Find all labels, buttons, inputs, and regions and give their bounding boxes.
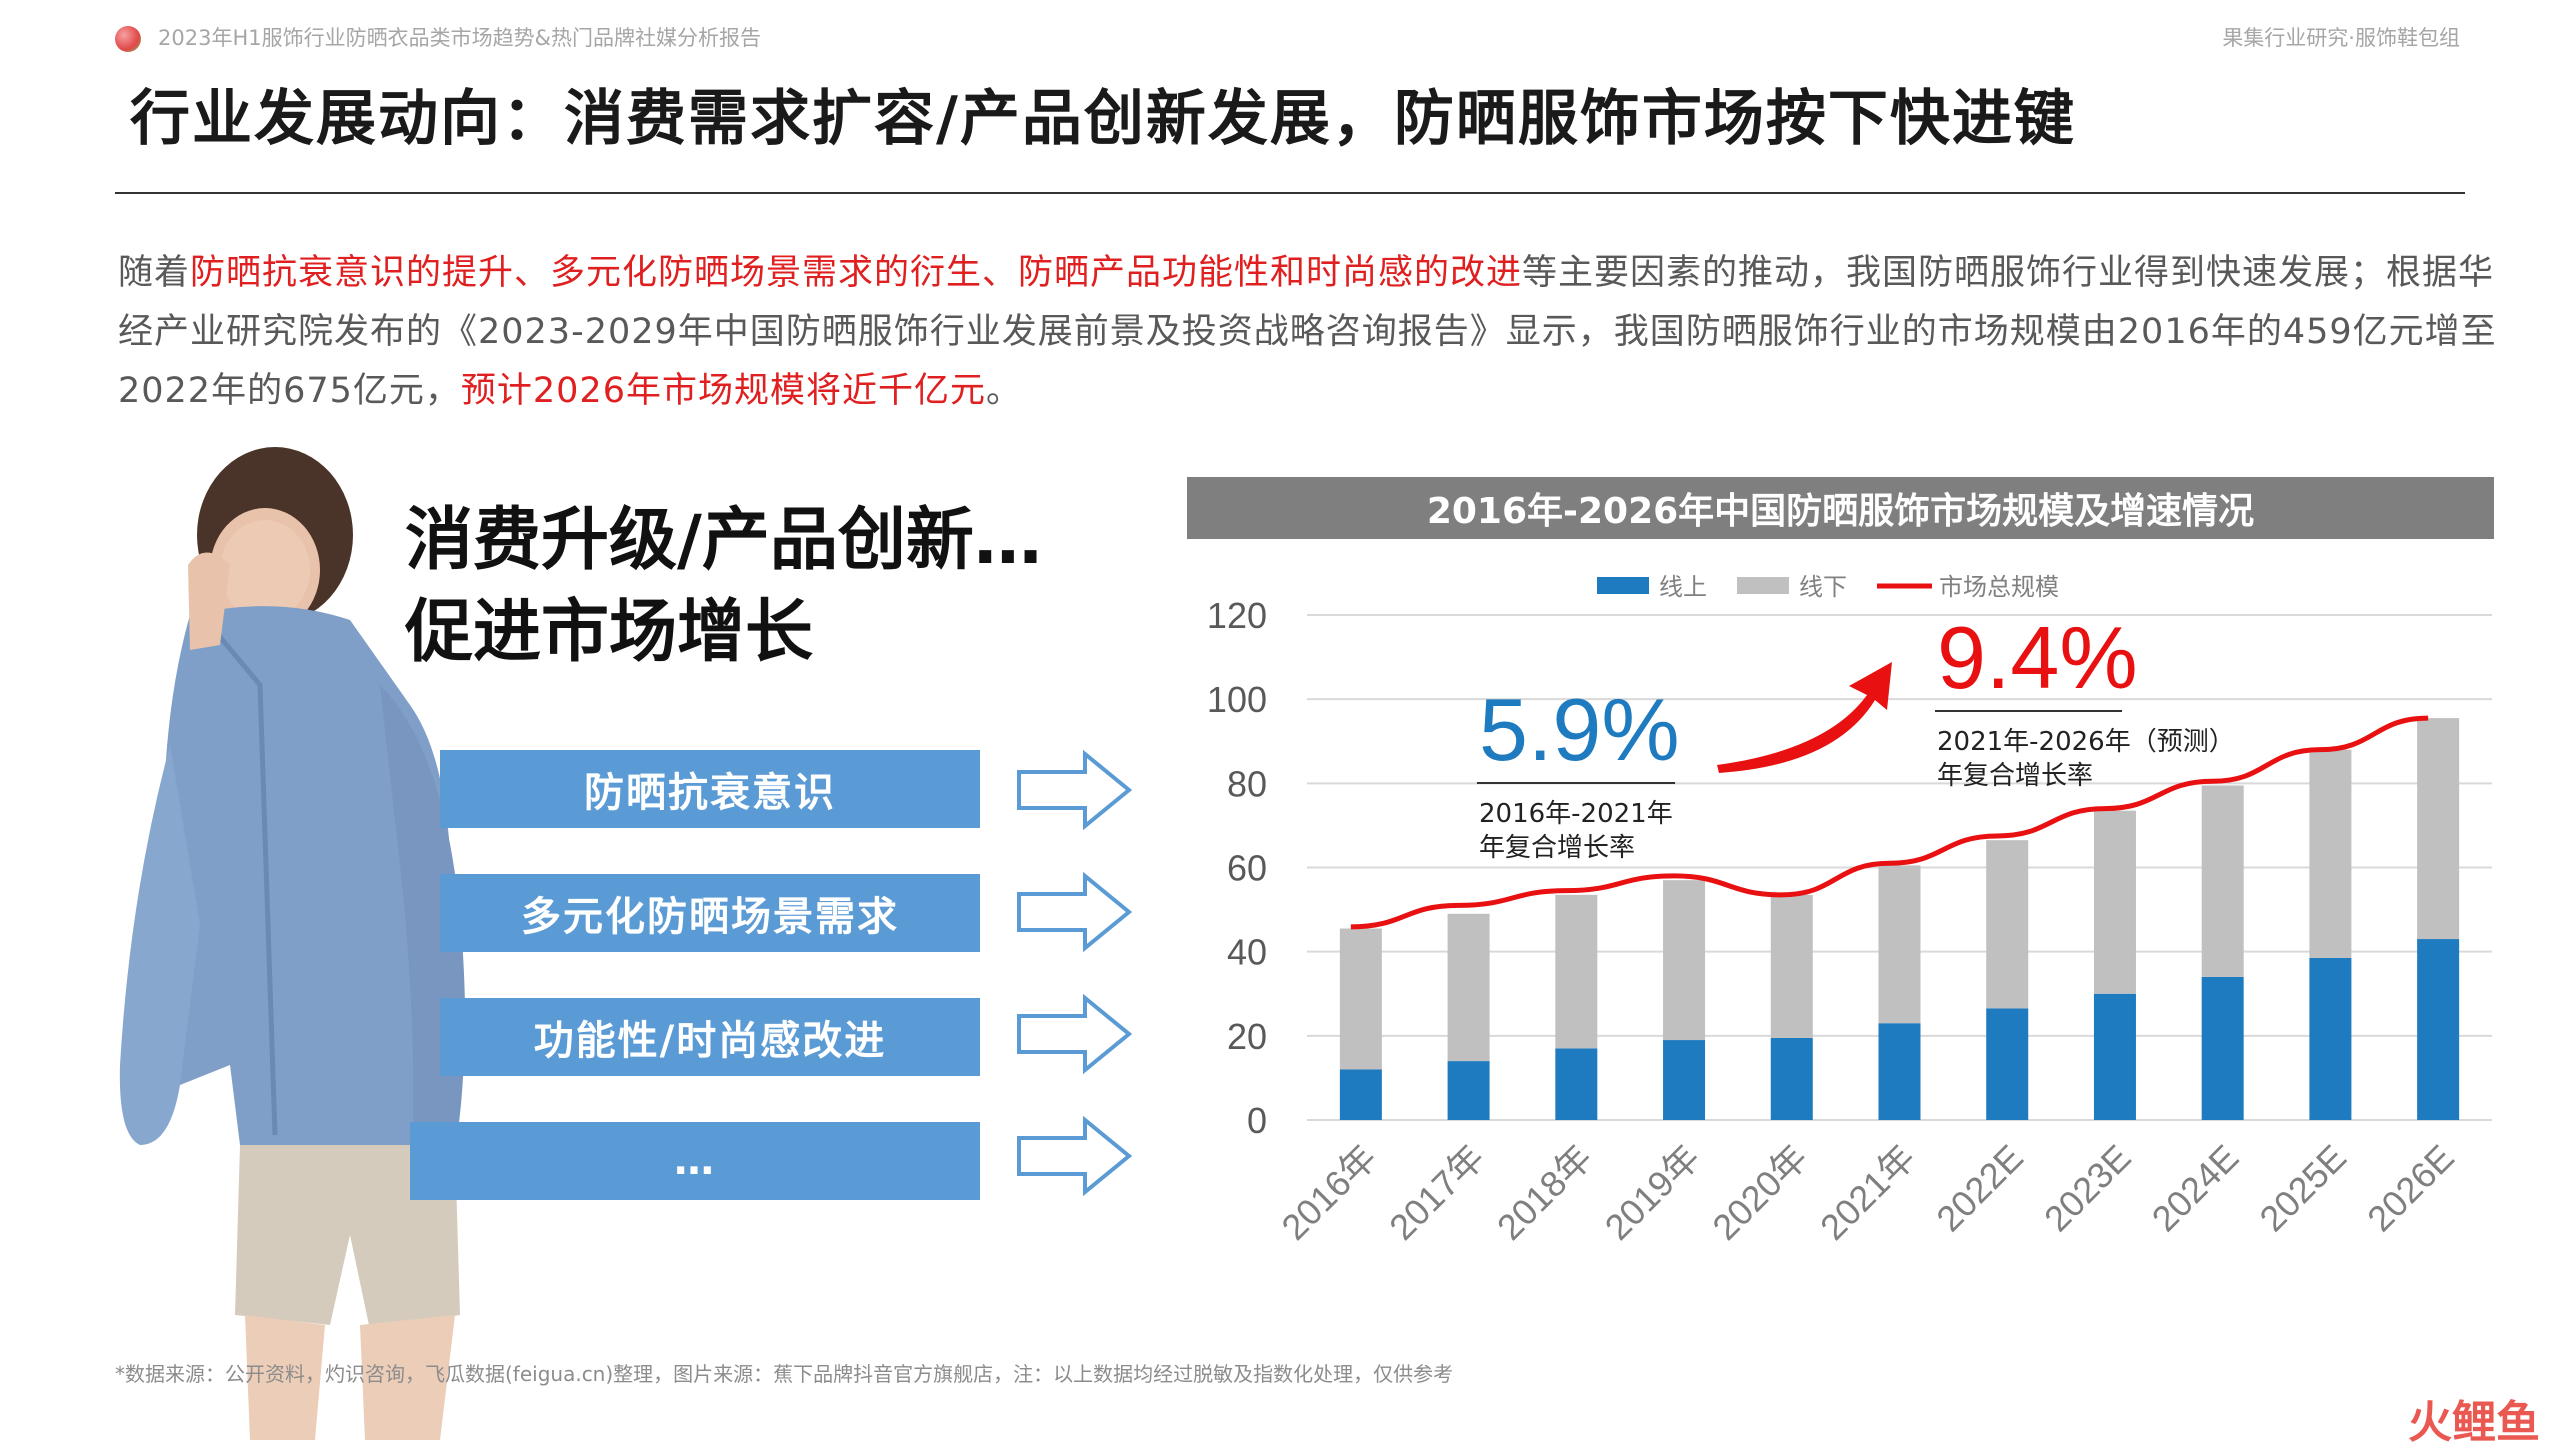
legend-swatch [1737,577,1789,594]
bar-offline [1555,894,1598,1049]
bar-offline [1663,880,1706,1041]
x-tick-label: 2026E [2359,1137,2462,1240]
y-tick-label: 120 [1207,595,1267,636]
cagr-label-line: 年复合增长率 [1479,833,1635,863]
footnote: *数据来源：公开资料，灼识咨询，飞瓜数据(feigua.cn)整理，图片来源：蕉… [115,1362,1454,1386]
bar-online [2309,957,2352,1120]
x-tick-label: 2018年 [1489,1137,1600,1248]
growth-arrow-icon [1717,662,1892,773]
y-tick-label: 80 [1227,763,1267,804]
total-market-line [1350,715,2429,930]
driver-bar-scenarios: 多元化防晒场景需求 [440,874,980,952]
legend-swatch [1597,577,1649,594]
page-title: 行业发展动向：消费需求扩容/产品创新发展，防晒服饰市场按下快进键 [130,84,2076,154]
x-tick-label: 2016年 [1273,1137,1384,1248]
x-tick-label: 2022E [1928,1137,2031,1240]
driver-bar-more: … [410,1122,980,1200]
right-arrow-icon [1017,872,1133,952]
watermark-logo: 火鲤鱼 [2408,1397,2540,1448]
right-arrow-icon [1017,750,1133,830]
bar-offline [1986,840,2029,1009]
report-title: 2023年H1服饰行业防晒衣品类市场趋势&热门品牌社媒分析报告 [158,26,761,50]
slogan-line-2: 促进市场增长 [405,593,814,672]
slogan: 消费升级/产品创新… 促进市场增长 [405,495,1042,679]
bar-offline [1447,913,1490,1062]
bar-online [1447,1061,1490,1120]
x-tick-label: 2024E [2144,1137,2247,1240]
bar-online [1555,1048,1598,1120]
legend-label: 市场总规模 [1939,573,2059,601]
bar-online [2417,939,2460,1120]
bar-offline [2093,810,2136,994]
intro-text-1: 随着 [118,253,191,293]
bar-offline [1878,865,1921,1024]
bar-offline [1770,894,1813,1038]
market-size-chart: 0 20 40 60 80 100 120 2016年2017年2018年2019年2020年… [1207,573,2492,1248]
bar-offline [2201,785,2244,977]
bar-online [1986,1008,2029,1120]
legend-label: 线下 [1799,573,1847,601]
y-tick-label: 100 [1207,679,1267,720]
driver-bar-function-fashion: 功能性/时尚感改进 [440,998,980,1076]
intro-highlight-2: 预计2026年市场规模将近千亿元 [460,371,986,411]
bar-offline [2417,718,2460,940]
intro-text-2: 等主要因素的推动，我国防晒服饰行业得到快速发展；根据华经产业研究院发布的《202… [118,253,2497,411]
bar-offline [1339,928,1382,1070]
model-photo [119,447,465,1440]
bar-online [1878,1023,1921,1120]
title-divider [115,192,2465,194]
y-tick-label: 20 [1227,1016,1267,1057]
intro-highlight-1: 防晒抗衰意识的提升、多元化防晒场景需求的衍生、防晒产品功能性和时尚感的改进 [190,253,1523,293]
y-tick-label: 40 [1227,932,1267,973]
bar-online [1663,1040,1706,1120]
slogan-line-1: 消费升级/产品创新… [405,501,1042,580]
legend-label: 线上 [1659,573,1707,601]
cagr-label-line: 年复合增长率 [1937,761,2093,791]
cagr-label-line: 2021年-2026年（预测） [1937,727,2235,757]
x-tick-label: 2017年 [1381,1137,1492,1248]
right-arrow-icon [1017,994,1133,1074]
y-tick-label: 60 [1227,848,1267,889]
cagr-value-2021-2026: 9.4% [1937,608,2138,707]
x-tick-label: 2021年 [1812,1137,1923,1248]
x-tick-label: 2020年 [1704,1137,1815,1248]
report-source: 果集行业研究·服饰鞋包组 [2222,26,2460,50]
intro-paragraph: 随着防晒抗衰意识的提升、多元化防晒场景需求的衍生、防晒产品功能性和时尚感的改进等… [118,244,2508,421]
right-arrow-icon [1017,1116,1133,1196]
driver-bar-anti-aging: 防晒抗衰意识 [440,750,980,828]
intro-text-3: 。 [985,371,1022,411]
bar-offline [2309,749,2352,958]
bar-online [2093,993,2136,1120]
cagr-value-2016-2021: 5.9% [1479,680,1680,779]
bar-online [1770,1037,1813,1120]
cagr-label-line: 2016年-2021年 [1479,799,1673,829]
chart-title: 2016年-2026年中国防晒服饰市场规模及增速情况 [1187,477,2494,539]
bar-online [2201,976,2244,1120]
x-tick-label: 2023E [2036,1137,2139,1240]
report-logo [115,26,141,52]
y-tick-label: 0 [1247,1100,1267,1141]
x-tick-label: 2019年 [1597,1137,1708,1248]
x-tick-label: 2025E [2251,1137,2354,1240]
bar-online [1339,1069,1382,1120]
